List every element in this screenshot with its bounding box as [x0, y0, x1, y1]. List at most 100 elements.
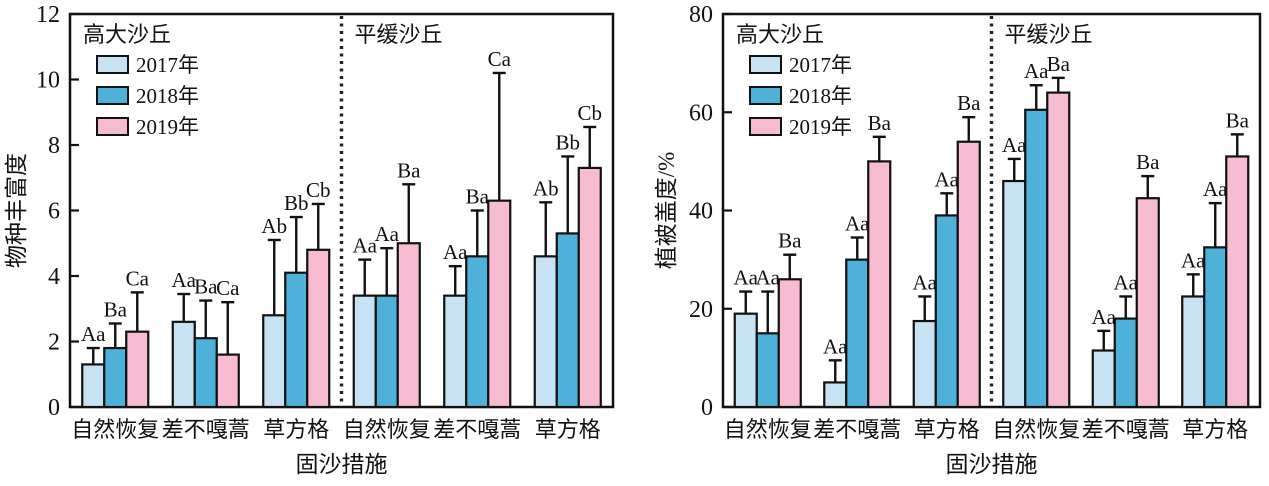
legend-label: 2019年	[789, 115, 852, 139]
sig-label: Aa	[353, 234, 378, 258]
bar-2019年-3	[396, 242, 421, 409]
sig-label: Ba	[194, 275, 218, 299]
y-tick-label: 40	[689, 199, 713, 225]
sig-label: Aa	[1203, 177, 1228, 201]
bar-2019年-5	[1225, 155, 1250, 409]
sig-label: Bb	[284, 191, 309, 215]
bar-2017年-0	[81, 363, 106, 409]
bar-2017年-5	[533, 255, 558, 409]
x-category-label: 草方格	[263, 417, 329, 442]
bar-2017年-2	[912, 319, 937, 409]
sig-label: Aa	[845, 212, 870, 236]
legend-label: 2017年	[789, 53, 852, 77]
bar-2018年-5	[1203, 246, 1228, 409]
y-tick-label: 12	[36, 2, 60, 28]
legend-label: 2019年	[136, 115, 199, 139]
sig-label: Aa	[1092, 305, 1117, 329]
bar-2017年-2	[262, 314, 287, 409]
legend-label: 2018年	[789, 84, 852, 108]
bar-2019年-2	[956, 140, 981, 409]
sig-label: Ab	[261, 214, 287, 238]
y-tick-label: 8	[48, 133, 60, 159]
bar-2017年-1	[823, 381, 848, 409]
bar-2019年-2	[306, 248, 331, 409]
sig-label: Aa	[823, 334, 848, 358]
legend-label: 2018年	[136, 84, 199, 108]
bar-2019年-5	[577, 166, 602, 409]
y-tick-label: 2	[48, 330, 60, 356]
bar-2017年-5	[1181, 295, 1206, 409]
sig-label: Ba	[104, 297, 128, 321]
y-tick-label: 6	[48, 199, 60, 225]
sig-label: Aa	[913, 270, 938, 294]
y-tick-label: 10	[36, 68, 60, 94]
bar-2017年-0	[733, 312, 758, 409]
bar-2019年-3	[1046, 91, 1071, 409]
x-axis-title: 固沙措施	[946, 452, 1038, 477]
x-category-label: 差不嘎蒿	[433, 417, 521, 442]
bar-2019年-0	[777, 278, 802, 409]
sig-label: Aa	[1024, 59, 1049, 83]
sig-label: Ba	[466, 185, 490, 209]
sig-label: Ab	[533, 176, 559, 200]
legend-label: 2017年	[136, 53, 199, 77]
bar-2017年-1	[171, 320, 196, 409]
bar-2018年-5	[555, 232, 580, 409]
bar-2018年-1	[845, 258, 870, 409]
bar-2018年-2	[284, 271, 309, 409]
bar-2017年-4	[1091, 349, 1116, 409]
region-title-tall-dunes: 高大沙丘	[83, 22, 171, 47]
bar-2019年-4	[487, 199, 512, 409]
sig-label: Ba	[397, 158, 421, 182]
sig-label: Cb	[306, 178, 331, 202]
bar-2019年-0	[125, 330, 150, 409]
sig-label: Aa	[734, 266, 759, 290]
legend-swatch-2019年	[749, 117, 782, 136]
region-title-tall-dunes: 高大沙丘	[736, 22, 824, 47]
x-axis-title: 固沙措施	[296, 452, 388, 477]
y-tick-label: 0	[701, 395, 713, 421]
bar-2019年-1	[867, 160, 892, 409]
sig-label: Aa	[1002, 133, 1027, 157]
bar-2018年-3	[1024, 108, 1049, 409]
bar-2019年-4	[1135, 197, 1160, 409]
x-category-label: 自然恢复	[71, 417, 159, 442]
sig-label: Ba	[957, 91, 981, 115]
legend-swatch-2019年	[96, 117, 129, 136]
x-category-label: 自然恢复	[992, 417, 1080, 442]
sig-label: Aa	[1114, 270, 1139, 294]
legend-swatch-2018年	[96, 86, 129, 105]
bar-2018年-3	[374, 294, 399, 409]
x-category-label: 草方格	[535, 417, 601, 442]
sig-label: Ba	[868, 111, 892, 135]
bar-2018年-4	[1113, 317, 1138, 409]
x-category-label: 自然恢复	[343, 417, 431, 442]
bar-2018年-1	[193, 337, 218, 409]
region-title-gentle-dunes: 平缓沙丘	[1005, 22, 1093, 47]
sig-label: Ba	[1047, 52, 1071, 76]
y-tick-label: 20	[689, 297, 713, 323]
y-axis-title: 物种丰富度	[4, 153, 29, 268]
bar-2019年-1	[215, 353, 240, 409]
x-category-label: 差不嘎蒿	[162, 417, 250, 442]
sig-label: Aa	[935, 167, 960, 191]
sig-label: Ba	[1226, 108, 1250, 132]
bar-2018年-4	[465, 255, 490, 409]
sig-label: Aa	[1181, 248, 1206, 272]
y-axis-title: 植被盖度/%	[654, 152, 679, 270]
sig-label: Ca	[126, 266, 150, 290]
region-title-gentle-dunes: 平缓沙丘	[355, 22, 443, 47]
chart-species-richness: 0 2 4 6 8 10 12 高大沙丘 平缓沙丘 2017年 2018年 2019年 自然恢复 Aa Ba…	[0, 0, 634, 481]
bar-2017年-3	[352, 294, 377, 409]
sig-label: Ba	[1136, 150, 1160, 174]
y-tick-label: 0	[48, 395, 60, 421]
y-tick-label: 4	[48, 264, 60, 290]
x-category-label: 自然恢复	[724, 417, 812, 442]
sig-label: Ba	[778, 229, 802, 253]
sig-label: Ca	[216, 276, 240, 300]
bar-2017年-4	[443, 294, 468, 409]
sig-label: Aa	[81, 322, 106, 346]
